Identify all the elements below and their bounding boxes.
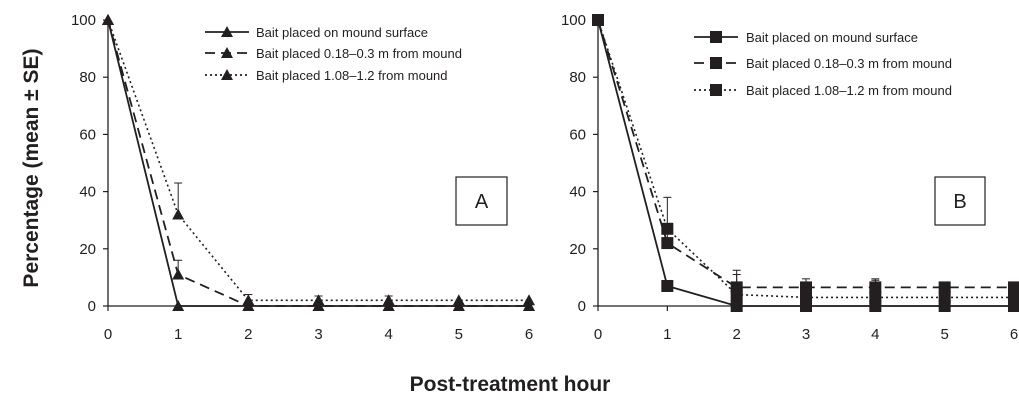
legend-label: Bait placed on mound surface: [746, 30, 918, 45]
y-tick-label: 60: [79, 126, 96, 143]
x-tick-label: 6: [1010, 326, 1018, 343]
y-tick-label: 80: [79, 69, 96, 86]
data-point-marker: [382, 294, 395, 306]
legend-label: Bait placed 0.18–0.3 m from mound: [746, 56, 952, 71]
data-point-marker: [661, 222, 674, 235]
data-point-marker: [661, 279, 674, 292]
chart-panel-a: 0 20 40 60 80 100 0 1 2 3 4 5 6 Bait placed on mound …: [71, 12, 535, 343]
data-point-marker: [242, 300, 255, 311]
data-point-marker: [382, 300, 395, 311]
y-tick-label: 100: [71, 12, 96, 29]
data-point-marker: [312, 300, 325, 311]
x-tick-label: 1: [663, 326, 671, 343]
y-tick-label: 20: [79, 241, 96, 258]
data-point-marker: [242, 294, 255, 306]
data-point-marker: [523, 300, 535, 311]
data-point-marker: [452, 294, 465, 306]
series-line: [107, 19, 529, 302]
series-line: [107, 19, 529, 307]
panel-label: A: [475, 191, 489, 213]
data-point-marker: [172, 268, 185, 280]
data-point-marker: [730, 288, 743, 301]
legend-label: Bait placed on mound surface: [256, 25, 428, 40]
x-tick-label: 4: [384, 326, 392, 343]
legend-marker: [221, 26, 233, 37]
data-point-marker: [172, 300, 185, 311]
data-point-marker: [102, 14, 114, 25]
data-point-marker: [1008, 300, 1019, 312]
data-point-marker: [938, 291, 951, 304]
data-point-marker: [172, 208, 185, 220]
x-tick-label: 1: [174, 326, 182, 343]
data-point-marker: [1008, 291, 1019, 304]
data-point-marker: [730, 300, 743, 312]
panel-label-box: [934, 176, 986, 226]
legend-marker: [710, 57, 722, 69]
panel-label-box: [455, 176, 508, 226]
x-tick-label: 5: [940, 326, 948, 343]
y-tick-label: 60: [569, 126, 586, 143]
y-tick-label: 80: [569, 69, 586, 86]
x-tick-label: 3: [314, 326, 322, 343]
x-tick-label: 2: [732, 326, 740, 343]
x-tick-label: 6: [525, 326, 533, 343]
legend-marker: [221, 47, 233, 58]
x-axis-title: Post-treatment hour: [410, 373, 611, 396]
data-point-marker: [800, 281, 812, 294]
data-point-marker: [452, 300, 465, 311]
data-point-marker: [800, 291, 812, 304]
data-point-marker: [1008, 281, 1019, 294]
data-point-marker: [869, 291, 882, 304]
legend-label: Bait placed 1.08–1.2 m from mound: [746, 83, 952, 98]
y-tick-label: 0: [578, 298, 586, 315]
x-tick-label: 5: [455, 326, 463, 343]
legend-marker: [710, 84, 722, 96]
legend-label: Bait placed 0.18–0.3 m from mound: [256, 46, 462, 61]
data-point-marker: [661, 237, 674, 250]
series-line: [107, 19, 529, 307]
legend-marker: [221, 69, 233, 80]
data-point-marker: [312, 294, 325, 306]
panel-label: B: [953, 191, 966, 213]
y-tick-label: 40: [569, 184, 586, 201]
data-point-marker: [869, 281, 882, 294]
x-tick-label: 4: [871, 326, 879, 343]
y-tick-label: 100: [561, 12, 586, 29]
y-tick-label: 0: [88, 298, 96, 315]
x-tick-label: 2: [244, 326, 252, 343]
data-point-marker: [938, 281, 951, 294]
y-axis-title: Percentage (mean ± SE): [20, 48, 43, 287]
chart-panel-b: 0 20 40 60 80 100 0 1 2 3 4 5 6 Bait placed on mound …: [561, 12, 1019, 343]
x-tick-label: 0: [104, 326, 112, 343]
data-point-marker: [523, 294, 535, 306]
legend-label: Bait placed 1.08–1.2 from mound: [256, 68, 448, 83]
x-tick-label: 0: [594, 326, 602, 343]
data-point-marker: [592, 14, 604, 26]
y-tick-label: 40: [79, 184, 96, 201]
y-tick-label: 20: [569, 241, 586, 258]
x-tick-label: 3: [802, 326, 810, 343]
legend-marker: [710, 31, 722, 43]
